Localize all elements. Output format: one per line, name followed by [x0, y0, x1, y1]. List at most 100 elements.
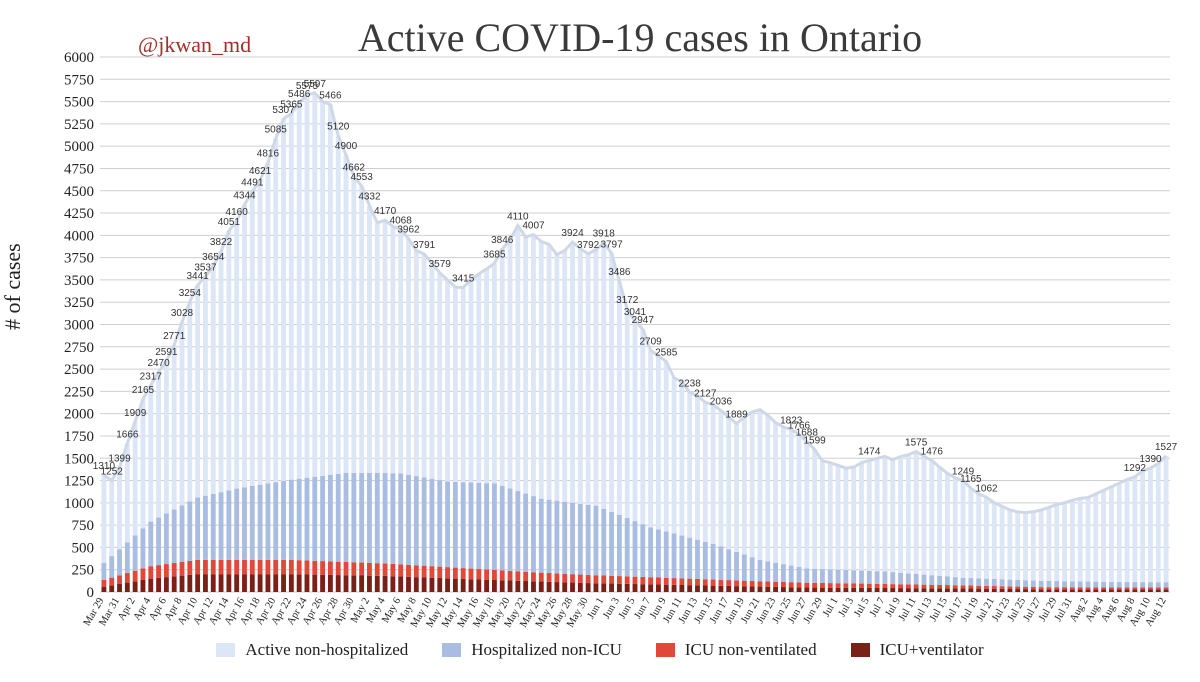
bar-active: [156, 371, 161, 518]
bar-hospitalized: [242, 487, 247, 560]
bar-active: [1132, 476, 1138, 583]
data-label: 4068: [390, 215, 413, 226]
bar-icu-ventilator: [429, 577, 435, 592]
bar-icu-non-ventilated: [648, 577, 654, 585]
bar-hospitalized: [796, 566, 802, 583]
bar-hospitalized: [515, 491, 521, 572]
bar-icu-ventilator: [187, 574, 193, 592]
bar-icu-non-ventilated: [171, 563, 177, 577]
bar-icu-non-ventilated: [484, 569, 490, 580]
bar-active: [851, 467, 857, 571]
bar-hospitalized: [671, 533, 677, 579]
data-label: 4160: [226, 207, 249, 218]
bar-icu-non-ventilated: [195, 559, 201, 575]
bar-icu-non-ventilated: [562, 573, 568, 583]
bar-hospitalized: [327, 474, 333, 562]
bar-icu-ventilator: [734, 586, 739, 592]
bar-icu-ventilator: [718, 585, 724, 592]
bar-hospitalized: [562, 501, 568, 574]
bar-hospitalized: [171, 509, 177, 564]
bar-icu-non-ventilated: [1015, 586, 1021, 590]
bar-icu-non-ventilated: [1093, 587, 1099, 590]
bar-active: [1101, 490, 1107, 582]
bar-hospitalized: [538, 498, 544, 573]
bar-hospitalized: [484, 483, 490, 570]
bar-icu-ventilator: [890, 588, 896, 592]
bar-active: [491, 263, 497, 484]
bar-hospitalized: [1007, 579, 1013, 587]
bar-icu-non-ventilated: [460, 568, 466, 579]
bar-icu-ventilator: [320, 574, 326, 592]
bar-icu-ventilator: [874, 587, 880, 592]
bar-icu-ventilator: [905, 588, 911, 592]
bar-hospitalized: [788, 565, 794, 583]
bar-icu-non-ventilated: [601, 575, 607, 584]
data-label: 2470: [147, 358, 170, 369]
bar-hospitalized: [874, 571, 880, 584]
bar-hospitalized: [585, 504, 591, 575]
bar-icu-ventilator: [1116, 589, 1122, 592]
y-axis-ticks: 0 250 500 750 1000 1250 1500 1750 2000 2250 2500 27…: [64, 50, 94, 601]
bar-icu-ventilator: [866, 587, 872, 592]
bar-active: [546, 244, 552, 500]
data-label: 1527: [1155, 442, 1178, 453]
bar-active: [890, 459, 896, 573]
bar-hospitalized: [1124, 582, 1130, 588]
bar-hospitalized: [624, 518, 630, 577]
bar-icu-ventilator: [234, 574, 240, 592]
legend-label-active: Active non-hospitalized: [245, 640, 409, 659]
bar-icu-non-ventilated: [609, 575, 614, 584]
bar-icu-non-ventilated: [1046, 587, 1052, 590]
bar-active: [1093, 493, 1099, 582]
bar-active: [452, 287, 458, 482]
bar-active: [421, 253, 427, 478]
bar-active: [749, 411, 755, 558]
bar-hospitalized: [288, 479, 294, 560]
bar-active: [702, 402, 708, 542]
bar-hospitalized: [570, 502, 575, 575]
bar-icu-ventilator: [1124, 589, 1130, 592]
bar-icu-ventilator: [773, 586, 779, 592]
legend-swatch-icu-nonvent: [655, 643, 675, 657]
bar-icu-non-ventilated: [187, 560, 193, 575]
data-label: 3918: [593, 229, 616, 240]
bar-active: [171, 344, 177, 510]
bar-active: [429, 262, 435, 479]
bar-icu-non-ventilated: [507, 570, 513, 581]
data-label: 3791: [413, 240, 436, 251]
bar-active: [866, 460, 872, 571]
bar-icu-non-ventilated: [812, 582, 818, 588]
bar-hospitalized: [1140, 582, 1146, 588]
bar-icu-non-ventilated: [577, 574, 583, 583]
bar-icu-non-ventilated: [382, 563, 388, 576]
bar-icu-non-ventilated: [429, 566, 435, 578]
data-label: 1575: [905, 438, 928, 449]
bar-hospitalized: [452, 481, 458, 568]
data-label: 1390: [1139, 454, 1162, 465]
bar-icu-ventilator: [843, 587, 849, 592]
bar-icu-ventilator: [531, 581, 536, 592]
bar-active: [812, 449, 818, 569]
bar-hospitalized: [859, 570, 864, 584]
bar-hospitalized: [226, 490, 232, 560]
legend-label-hospitalized: Hospitalized non-ICU: [471, 640, 622, 659]
bar-icu-ventilator: [171, 576, 177, 592]
y-tick-label: 4250: [64, 206, 94, 222]
bar-icu-ventilator: [156, 577, 161, 592]
bar-icu-ventilator: [132, 581, 138, 592]
bar-icu-non-ventilated: [859, 583, 864, 588]
data-label: 5307: [272, 105, 295, 116]
bar-active: [484, 269, 490, 484]
bar-active: [242, 204, 247, 488]
bar-hospitalized: [117, 549, 122, 576]
bar-active: [1046, 507, 1052, 581]
y-tick-label: 4750: [64, 161, 94, 177]
bar-hospitalized: [413, 476, 419, 566]
bar-icu-ventilator: [695, 585, 700, 592]
bar-active: [1054, 504, 1060, 582]
bar-hospitalized: [968, 578, 974, 586]
bar-active: [882, 456, 888, 572]
bar-active: [507, 239, 513, 489]
bar-icu-non-ventilated: [320, 561, 326, 575]
bar-icu-ventilator: [609, 583, 614, 592]
